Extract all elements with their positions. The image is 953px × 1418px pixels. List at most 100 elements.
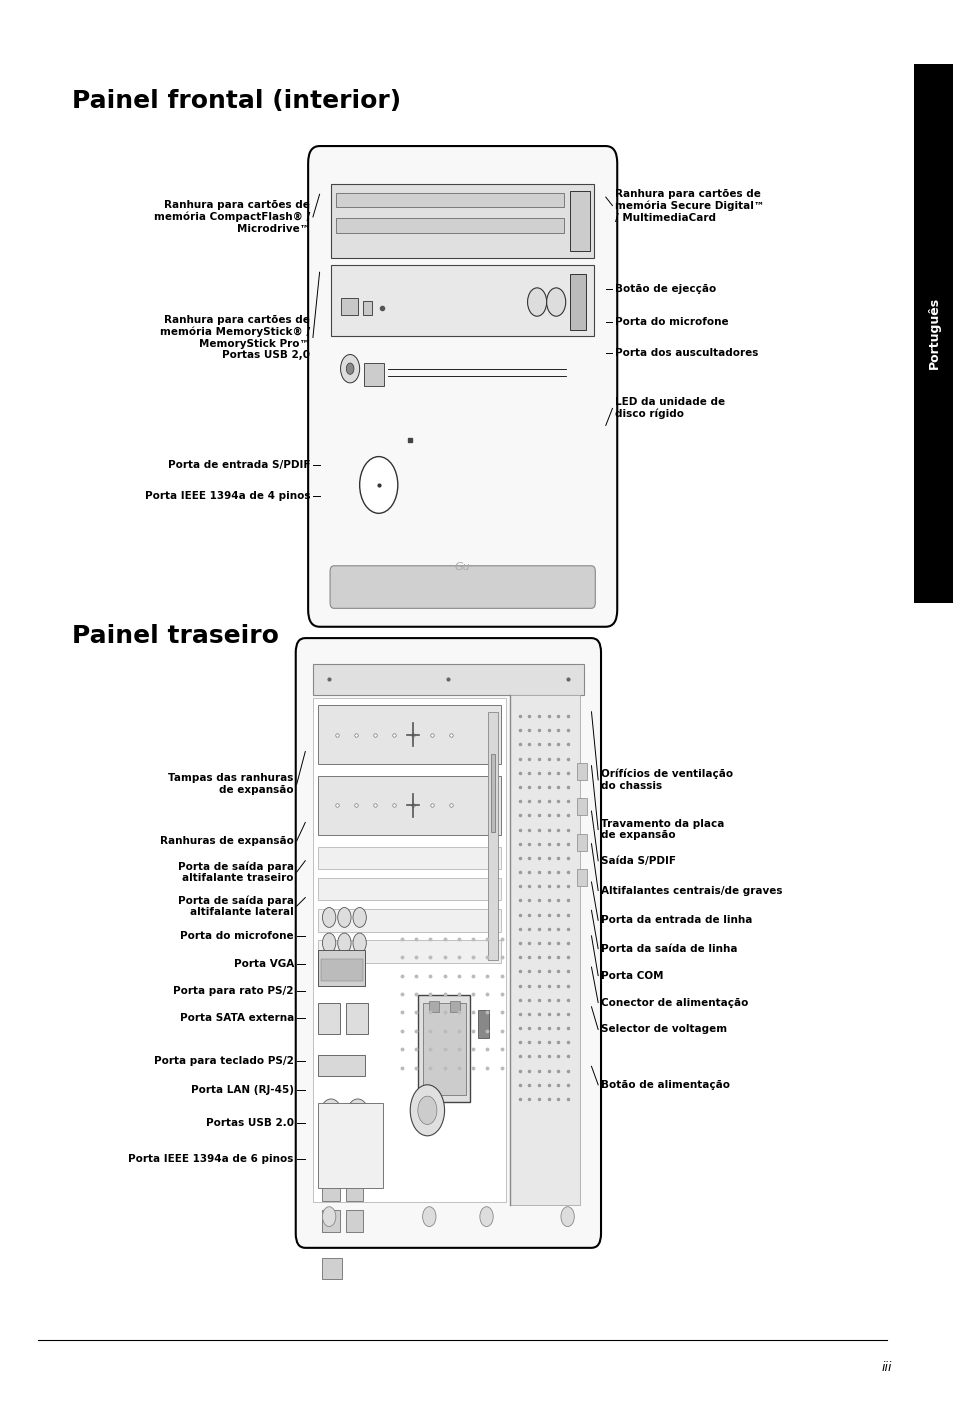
Bar <box>313 698 505 1202</box>
Bar <box>317 909 500 932</box>
Text: Painel frontal (interior): Painel frontal (interior) <box>71 89 400 113</box>
Text: Porta de entrada S/PDIF: Porta de entrada S/PDIF <box>168 459 310 471</box>
Circle shape <box>527 288 546 316</box>
Text: Saída S/PDIF: Saída S/PDIF <box>600 855 676 866</box>
Bar <box>429 1001 438 1012</box>
Circle shape <box>337 933 351 953</box>
Bar <box>417 995 470 1102</box>
FancyBboxPatch shape <box>295 638 600 1248</box>
Text: Porta IEEE 1394a de 4 pinos: Porta IEEE 1394a de 4 pinos <box>145 491 310 502</box>
Bar <box>322 1140 341 1161</box>
Text: Porta do microfone: Porta do microfone <box>615 316 728 328</box>
Text: Altifalantes centrais/de graves: Altifalantes centrais/de graves <box>600 885 781 896</box>
Text: Orífícios de ventilação
do chassis: Orífícios de ventilação do chassis <box>600 769 732 791</box>
Bar <box>322 1210 339 1232</box>
Text: Selector de voltagem: Selector de voltagem <box>600 1024 726 1035</box>
Circle shape <box>479 1207 493 1227</box>
FancyBboxPatch shape <box>308 146 617 627</box>
Bar <box>317 705 500 764</box>
Bar <box>346 1210 363 1232</box>
Text: Painel traseiro: Painel traseiro <box>71 624 278 648</box>
Text: Conector de alimentação: Conector de alimentação <box>600 997 747 1008</box>
Bar <box>422 1003 465 1095</box>
Bar <box>317 1055 365 1076</box>
Bar <box>488 712 497 960</box>
Bar <box>322 1258 341 1279</box>
Circle shape <box>353 908 366 927</box>
Bar <box>317 878 500 900</box>
Text: Porta SATA externa: Porta SATA externa <box>179 1012 294 1024</box>
Circle shape <box>322 908 335 927</box>
Circle shape <box>410 1085 444 1136</box>
Circle shape <box>417 1096 436 1124</box>
Circle shape <box>422 1207 436 1227</box>
Bar <box>362 301 372 315</box>
Bar <box>510 695 579 1205</box>
Bar <box>364 363 383 386</box>
Bar <box>320 959 362 981</box>
Text: Tampas das ranhuras
de expansão: Tampas das ranhuras de expansão <box>169 773 294 795</box>
Text: LED da unidade de
disco rígido: LED da unidade de disco rígido <box>615 397 724 420</box>
Text: Português: Português <box>926 298 940 369</box>
Text: Porta para rato PS/2: Porta para rato PS/2 <box>173 986 294 997</box>
Bar <box>317 1103 382 1188</box>
FancyBboxPatch shape <box>330 566 595 608</box>
Bar <box>322 1178 339 1201</box>
Bar <box>317 776 500 835</box>
Circle shape <box>359 457 397 513</box>
Text: Porta IEEE 1394a de 6 pinos: Porta IEEE 1394a de 6 pinos <box>129 1153 294 1164</box>
Bar <box>317 950 365 986</box>
Text: Portas USB 2.0: Portas USB 2.0 <box>206 1117 294 1129</box>
Bar <box>317 1003 339 1034</box>
Text: Porta para teclado PS/2: Porta para teclado PS/2 <box>153 1055 294 1066</box>
Bar <box>450 1001 459 1012</box>
Text: Botão de ejecção: Botão de ejecção <box>615 284 716 295</box>
Bar <box>913 64 953 603</box>
Text: Porta da entrada de linha: Porta da entrada de linha <box>600 915 752 926</box>
Bar <box>570 274 585 330</box>
Bar <box>577 763 586 780</box>
Bar <box>570 191 589 251</box>
Text: iii: iii <box>881 1361 891 1374</box>
Text: Ranhura para cartões de
memória CompactFlash® /
Microdrive™: Ranhura para cartões de memória CompactF… <box>153 200 310 234</box>
Bar <box>331 265 594 336</box>
Text: Gu: Gu <box>455 562 470 573</box>
Text: Porta do microfone: Porta do microfone <box>180 930 294 942</box>
Circle shape <box>346 1099 369 1133</box>
Bar <box>577 834 586 851</box>
Bar <box>346 1003 368 1034</box>
Bar <box>577 869 586 886</box>
Circle shape <box>346 363 354 374</box>
Circle shape <box>319 1099 342 1133</box>
Bar <box>340 298 357 315</box>
Bar <box>313 664 583 695</box>
Bar <box>317 940 500 963</box>
Bar <box>335 218 563 233</box>
Text: Ranhura para cartões de
memória MemoryStick® /
MemoryStick Pro™
Portas USB 2,0: Ranhura para cartões de memória MemorySt… <box>160 315 310 360</box>
Bar <box>331 184 594 258</box>
Text: Porta LAN (RJ-45): Porta LAN (RJ-45) <box>191 1085 294 1096</box>
Circle shape <box>353 933 366 953</box>
Text: Botão de alimentação: Botão de alimentação <box>600 1079 729 1090</box>
Bar <box>491 754 495 832</box>
Bar <box>335 193 563 207</box>
Text: Porta de saída para
altifalante traseiro: Porta de saída para altifalante traseiro <box>177 861 294 883</box>
Bar <box>317 847 500 869</box>
Text: Ranhuras de expansão: Ranhuras de expansão <box>160 835 294 847</box>
Bar <box>477 1010 489 1038</box>
Bar <box>577 798 586 815</box>
Circle shape <box>546 288 565 316</box>
Circle shape <box>340 354 359 383</box>
Circle shape <box>322 933 335 953</box>
Text: Porta dos auscultadores: Porta dos auscultadores <box>615 347 758 359</box>
Circle shape <box>560 1207 574 1227</box>
Text: Porta VGA: Porta VGA <box>233 959 294 970</box>
Text: Porta COM: Porta COM <box>600 970 663 981</box>
Circle shape <box>337 908 351 927</box>
Text: Ranhura para cartões de
memória Secure Digital™
/ MultimediaCard: Ranhura para cartões de memória Secure D… <box>615 189 763 223</box>
Text: Porta de saída para
altifalante lateral: Porta de saída para altifalante lateral <box>177 895 294 917</box>
Text: Travamento da placa
de expansão: Travamento da placa de expansão <box>600 818 723 841</box>
Text: Porta da saída de linha: Porta da saída de linha <box>600 943 737 954</box>
Bar <box>346 1178 363 1201</box>
Circle shape <box>322 1207 335 1227</box>
